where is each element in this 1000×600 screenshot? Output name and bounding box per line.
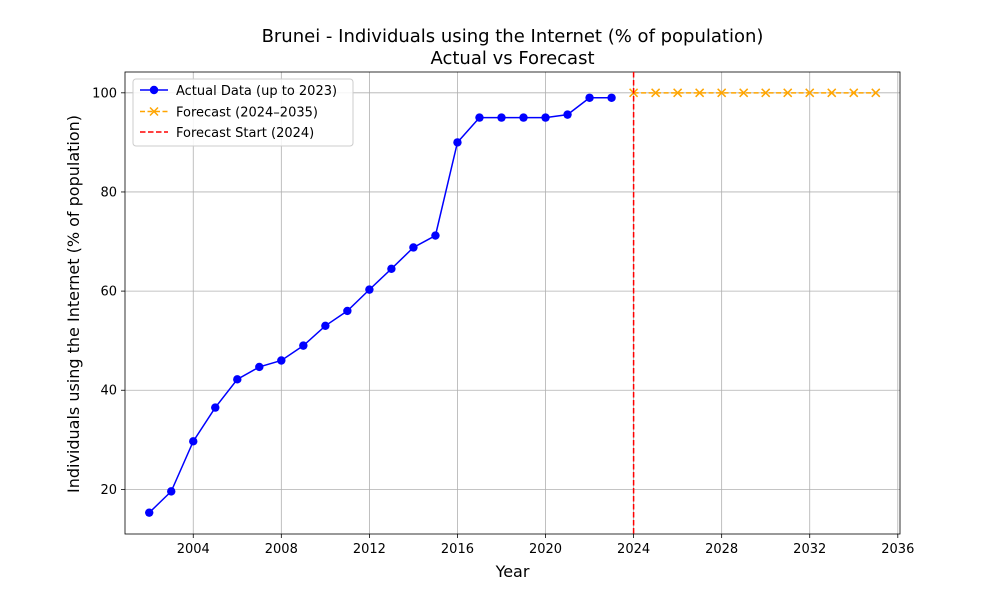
- actual-data-point: [585, 93, 594, 102]
- chart-title: Brunei - Individuals using the Internet …: [262, 26, 764, 47]
- legend-actual-label: Actual Data (up to 2023): [176, 84, 337, 99]
- actual-data-point: [299, 341, 308, 350]
- x-tick-label: 2016: [441, 542, 474, 557]
- x-tick-label: 2012: [353, 542, 386, 557]
- actual-data-point: [321, 321, 330, 331]
- forecast-data-point: [695, 88, 705, 98]
- legend-forecast-start-label: Forecast Start (2024): [176, 126, 314, 141]
- actual-data-point: [387, 264, 396, 273]
- actual-data-point: [453, 138, 462, 147]
- actual-data-point: [211, 403, 220, 412]
- x-tick-label: 2004: [177, 542, 210, 557]
- chart-subtitle: Actual vs Forecast: [430, 48, 594, 69]
- actual-data-point: [343, 306, 352, 316]
- actual-data-point: [409, 243, 418, 252]
- y-tick-label: 100: [92, 86, 117, 101]
- x-tick-label: 2036: [881, 542, 914, 557]
- forecast-data-point: [717, 88, 727, 98]
- legend-forecast-label: Forecast (2024–2035): [176, 106, 318, 121]
- legend-forecast-marker: [149, 106, 159, 117]
- x-tick-label: 2024: [617, 542, 650, 557]
- actual-data-point: [277, 356, 286, 365]
- y-tick-label: 60: [100, 285, 117, 300]
- actual-data-point: [255, 362, 264, 372]
- grid-lines: [125, 72, 900, 534]
- actual-data-point: [475, 113, 484, 122]
- actual-data-point: [145, 508, 154, 517]
- actual-data-point: [365, 285, 374, 294]
- actual-data-point: [519, 113, 528, 122]
- actual-data-point: [497, 113, 506, 122]
- x-tick-label: 2028: [705, 542, 738, 557]
- actual-data-point: [541, 113, 550, 122]
- tick-labels: 2004 2008 2012 2016 2020 2024 2028 2032 20362040…: [92, 86, 914, 557]
- forecast-data-point: [849, 88, 859, 98]
- x-tick-label: 2008: [265, 542, 298, 557]
- forecast-data-point: [739, 88, 749, 98]
- y-axis-label: Individuals using the Internet (% of pop…: [64, 115, 83, 493]
- forecast-data-point: [673, 88, 683, 98]
- x-tick-label: 2032: [793, 542, 826, 557]
- plot-frame: [124, 71, 901, 535]
- data-series: [145, 72, 881, 534]
- legend-frame: [132, 78, 354, 147]
- axes: [121, 71, 901, 538]
- x-tick-label: 2020: [529, 542, 562, 557]
- actual-data-point: [431, 231, 440, 240]
- actual-data-point: [607, 93, 616, 102]
- actual-data-point: [233, 375, 242, 384]
- actual-data-point: [563, 110, 572, 119]
- forecast-data-point: [805, 88, 815, 98]
- forecast-data-point: [827, 88, 837, 98]
- legend: Actual Data (up to 2023) Forecast (2024–…: [132, 78, 354, 147]
- forecast-data-point: [783, 88, 793, 98]
- legend-actual-marker: [149, 85, 159, 95]
- forecast-data-point: [651, 88, 661, 98]
- y-tick-label: 40: [100, 384, 117, 399]
- actual-data-point: [167, 487, 176, 496]
- forecast-data-point: [761, 88, 771, 98]
- y-tick-label: 20: [100, 483, 117, 498]
- y-tick-label: 80: [100, 185, 117, 200]
- x-axis-label: Year: [495, 562, 530, 581]
- actual-data-line: [148, 97, 612, 514]
- actual-data-point: [189, 437, 198, 446]
- forecast-data-point: [871, 88, 881, 98]
